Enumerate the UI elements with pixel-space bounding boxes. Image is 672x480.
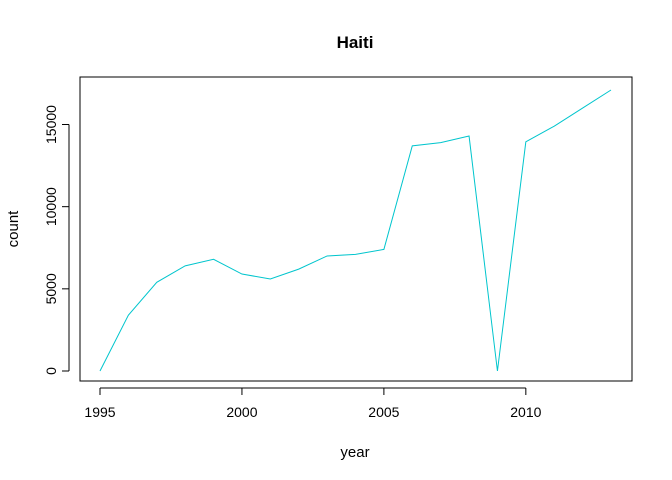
plot-frame — [79, 76, 633, 382]
y-tick-label: 10000 — [43, 187, 59, 226]
y-tick-label: 15000 — [43, 105, 59, 144]
series-line-haiti — [99, 89, 612, 372]
chart-title: Haiti — [337, 33, 374, 52]
y-axis: 0 5000 10000 15000 — [43, 105, 70, 375]
x-axis: 1995 2000 2005 2010 — [84, 387, 542, 420]
y-axis-label: count — [5, 210, 22, 248]
x-tick-label: 2000 — [226, 404, 257, 420]
x-tick-label: 2010 — [510, 404, 541, 420]
series-group — [99, 89, 612, 372]
x-tick-label: 2005 — [368, 404, 399, 420]
x-tick-label: 1995 — [84, 404, 115, 420]
y-tick-label: 0 — [43, 367, 59, 375]
x-axis-label: year — [340, 444, 369, 461]
y-tick-label: 5000 — [43, 273, 59, 304]
